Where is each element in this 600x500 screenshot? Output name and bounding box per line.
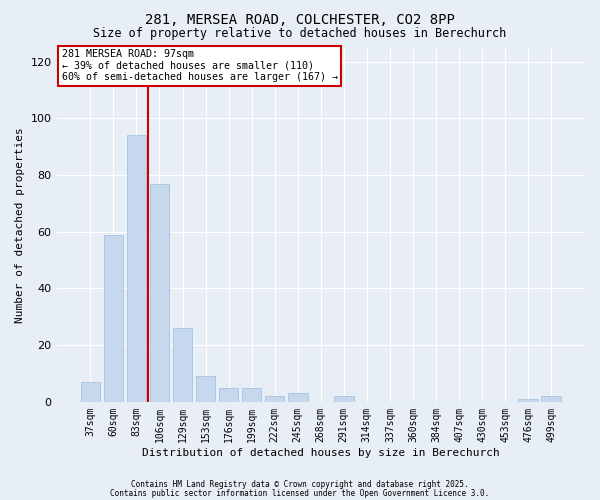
- Text: Size of property relative to detached houses in Berechurch: Size of property relative to detached ho…: [94, 28, 506, 40]
- Bar: [265, 396, 284, 402]
- Bar: [173, 328, 193, 402]
- Bar: [196, 376, 215, 402]
- X-axis label: Distribution of detached houses by size in Berechurch: Distribution of detached houses by size …: [142, 448, 500, 458]
- Bar: [518, 399, 538, 402]
- Text: Contains public sector information licensed under the Open Government Licence 3.: Contains public sector information licen…: [110, 488, 490, 498]
- Bar: [334, 396, 353, 402]
- Text: 281, MERSEA ROAD, COLCHESTER, CO2 8PP: 281, MERSEA ROAD, COLCHESTER, CO2 8PP: [145, 12, 455, 26]
- Bar: [242, 388, 262, 402]
- Bar: [80, 382, 100, 402]
- Y-axis label: Number of detached properties: Number of detached properties: [15, 127, 25, 322]
- Bar: [127, 136, 146, 402]
- Bar: [288, 394, 308, 402]
- Bar: [219, 388, 238, 402]
- Bar: [149, 184, 169, 402]
- Bar: [104, 234, 123, 402]
- Bar: [541, 396, 561, 402]
- Text: 281 MERSEA ROAD: 97sqm
← 39% of detached houses are smaller (110)
60% of semi-de: 281 MERSEA ROAD: 97sqm ← 39% of detached…: [62, 50, 338, 82]
- Text: Contains HM Land Registry data © Crown copyright and database right 2025.: Contains HM Land Registry data © Crown c…: [131, 480, 469, 489]
